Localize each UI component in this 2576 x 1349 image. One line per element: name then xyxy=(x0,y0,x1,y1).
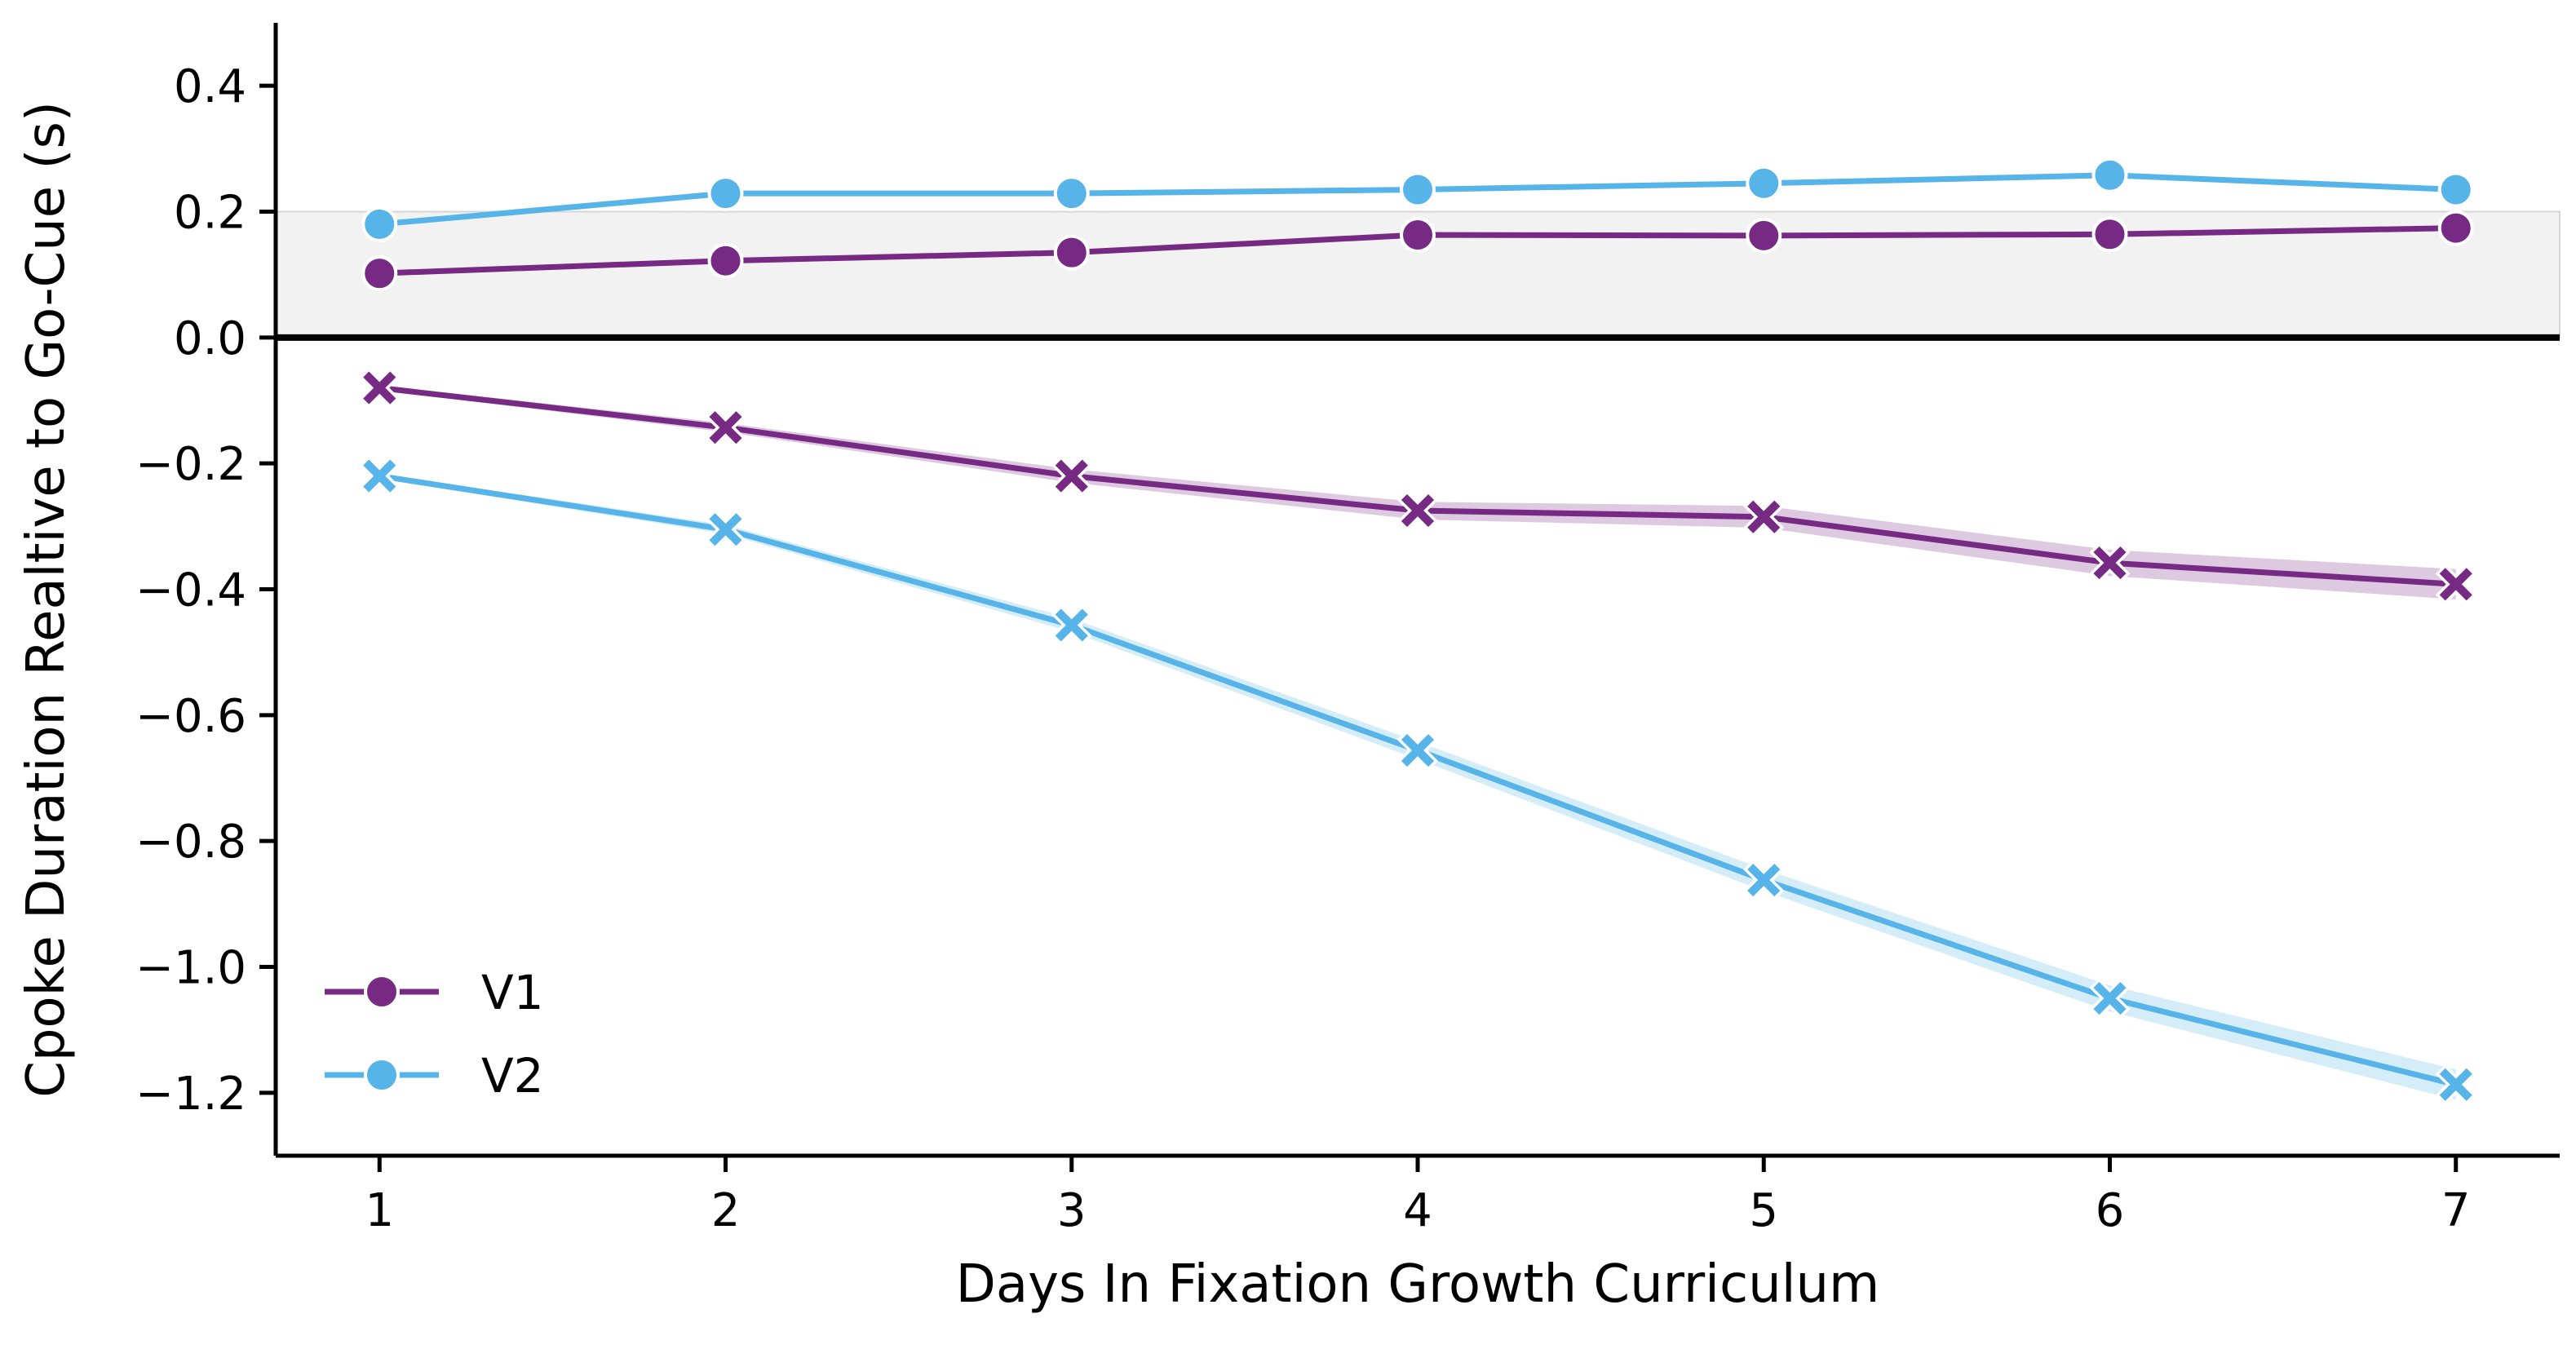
data-point-v1-lower-day-6-stroke xyxy=(2093,546,2127,580)
data-point-v2-upper-day-2 xyxy=(707,175,744,212)
data-point-v2-lower-day-3-stroke xyxy=(1055,608,1088,642)
y-tick-label: −0.6 xyxy=(135,690,246,743)
legend-item-v2: V2 xyxy=(325,1048,544,1104)
y-tick-label: 0.2 xyxy=(174,187,246,240)
legend-swatch-marker xyxy=(364,1057,400,1093)
data-point-v2-lower-day-7 xyxy=(2435,1064,2476,1105)
series-v1-upper xyxy=(361,210,2474,292)
data-point-v1-upper-day-1 xyxy=(361,255,398,292)
axes: 0.4 0.2 0.0 −0.2 −0.4 −0.6 −0.8 −1.0 −1.2 1 2 3 4 5 6 7 xyxy=(135,23,2560,1237)
series-v2-upper xyxy=(361,157,2474,242)
x-tick-label: 6 xyxy=(2096,1184,2125,1237)
data-point-v1-lower-day-3-stroke xyxy=(1055,459,1088,493)
data-point-v1-lower-day-4 xyxy=(1396,490,1439,532)
series-v2-lower-ci-band xyxy=(379,473,2456,1100)
data-point-v2-lower-day-5-stroke xyxy=(1747,863,1781,897)
y-tick-label: 0.0 xyxy=(174,312,246,365)
y-tick-label: −1.2 xyxy=(135,1068,246,1121)
plot-area xyxy=(275,157,2561,1105)
data-point-v1-lower-day-2 xyxy=(705,407,746,449)
data-point-v1-lower-day-5 xyxy=(1743,496,1785,537)
x-tick-label: 3 xyxy=(1057,1184,1087,1237)
data-point-v1-lower-day-1-stroke xyxy=(363,371,396,405)
data-point-v1-lower-day-7-stroke xyxy=(2439,568,2472,601)
data-point-v2-upper-day-4 xyxy=(1400,171,1436,208)
data-point-v2-lower-day-4 xyxy=(1396,730,1439,772)
series-v2-lower xyxy=(359,455,2476,1105)
data-point-v2-upper-day-3 xyxy=(1053,175,1090,212)
data-point-v2-upper-day-7 xyxy=(2437,171,2474,208)
legend-item-v1: V1 xyxy=(325,965,544,1020)
x-axis-label: Days In Fixation Growth Curriculum xyxy=(956,1254,1880,1315)
x-tick-label: 7 xyxy=(2441,1184,2471,1237)
data-point-v2-lower-day-3 xyxy=(1051,604,1092,646)
data-point-v1-lower-day-5-stroke xyxy=(1747,500,1781,533)
series-v1-lower xyxy=(359,367,2476,605)
data-point-v2-lower-day-4-stroke xyxy=(1401,733,1435,767)
x-tick-label: 5 xyxy=(1749,1184,1778,1237)
data-point-v1-lower-day-2-stroke xyxy=(709,411,742,445)
data-point-v1-lower-day-1 xyxy=(359,367,401,409)
data-point-v2-lower-day-2-stroke xyxy=(709,513,742,546)
legend: V1 V2 xyxy=(325,965,544,1104)
data-point-v2-upper-day-6 xyxy=(2091,157,2128,193)
data-point-v2-lower-day-6-stroke xyxy=(2093,982,2127,1015)
data-point-v2-lower-day-1 xyxy=(359,455,401,497)
data-point-v2-upper-day-5 xyxy=(1746,165,1782,201)
legend-label: V1 xyxy=(481,965,544,1020)
series-v1-lower-ci-band xyxy=(379,385,2456,599)
data-point-v1-lower-day-3 xyxy=(1051,455,1092,497)
y-axis-label: Cpoke Duration Realtive to Go-Cue (s) xyxy=(16,101,77,1098)
data-point-v1-upper-day-5 xyxy=(1746,217,1782,254)
y-tick-label: −0.8 xyxy=(135,816,246,869)
y-tick-label: −0.4 xyxy=(135,564,246,617)
data-point-v2-lower-day-1-stroke xyxy=(363,459,396,493)
y-tick-label: −1.0 xyxy=(135,942,246,995)
y-tick-label: −0.2 xyxy=(135,438,246,491)
x-tick-label: 2 xyxy=(711,1184,741,1237)
y-tick-label: 0.4 xyxy=(174,60,246,113)
x-tick-label: 4 xyxy=(1403,1184,1432,1237)
data-point-v1-lower-day-4-stroke xyxy=(1401,493,1435,528)
data-point-v1-lower-day-6 xyxy=(2089,542,2131,584)
legend-swatch-marker xyxy=(364,974,400,1010)
data-point-v2-lower-day-2 xyxy=(705,509,746,551)
data-point-v2-upper-day-1 xyxy=(361,206,398,242)
legend-label: V2 xyxy=(481,1048,544,1104)
data-point-v1-lower-day-7 xyxy=(2435,564,2476,605)
data-point-v1-upper-day-4 xyxy=(1400,217,1436,254)
data-point-v1-upper-day-7 xyxy=(2437,210,2474,246)
data-point-v2-lower-day-5 xyxy=(1743,859,1785,901)
x-tick-label: 1 xyxy=(365,1184,394,1237)
data-point-v2-lower-day-6 xyxy=(2089,978,2131,1019)
data-point-v1-upper-day-2 xyxy=(707,242,744,279)
data-point-v1-upper-day-6 xyxy=(2091,216,2128,253)
data-point-v1-upper-day-3 xyxy=(1053,234,1090,271)
data-point-v2-lower-day-7-stroke xyxy=(2439,1068,2472,1101)
